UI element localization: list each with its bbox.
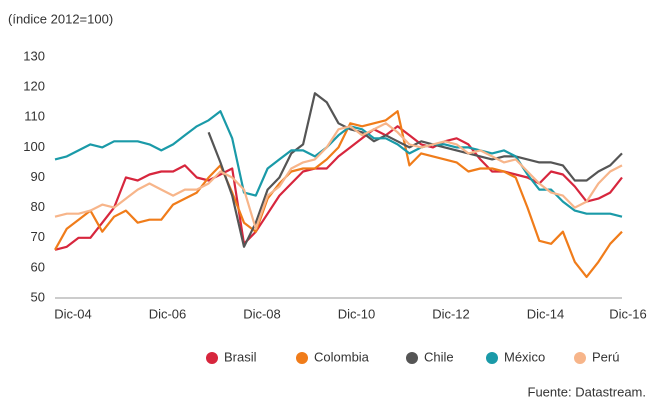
series-line [207, 92, 623, 248]
y-tick-label: 70 [31, 229, 45, 244]
legend-swatch [574, 352, 586, 364]
x-tick-label: Dic-08 [243, 306, 281, 321]
source-note: Fuente: Datastream. [528, 384, 647, 399]
chart-subtitle: (índice 2012=100) [8, 11, 113, 26]
y-tick-label: 100 [23, 139, 45, 154]
series-line [54, 110, 623, 278]
series-line [54, 110, 623, 218]
x-tick-label: Dic-16 [609, 306, 647, 321]
legend-swatch [206, 352, 218, 364]
legend-swatch [296, 352, 308, 364]
y-tick-label: 60 [31, 259, 45, 274]
y-tick-label: 120 [23, 79, 45, 94]
legend-label: Brasil [224, 349, 257, 364]
legend-swatch [406, 352, 418, 364]
x-tick-label: Dic-06 [149, 306, 187, 321]
y-tick-label: 110 [24, 109, 45, 124]
series-line [54, 125, 623, 251]
y-tick-label: 130 [23, 48, 45, 63]
legend-label: Perú [592, 349, 619, 364]
x-tick-label: Dic-10 [338, 306, 376, 321]
legend-swatch [486, 352, 498, 364]
legend-label: Chile [424, 349, 454, 364]
y-tick-label: 80 [31, 199, 45, 214]
legend-label: Colombia [314, 349, 370, 364]
x-tick-label: Dic-12 [432, 306, 470, 321]
legend-label: México [504, 349, 545, 364]
x-tick-label: Dic-04 [54, 306, 92, 321]
series-line [54, 122, 623, 230]
x-tick-label: Dic-14 [527, 306, 565, 321]
y-tick-label: 90 [31, 169, 45, 184]
y-tick-label: 50 [31, 289, 45, 304]
